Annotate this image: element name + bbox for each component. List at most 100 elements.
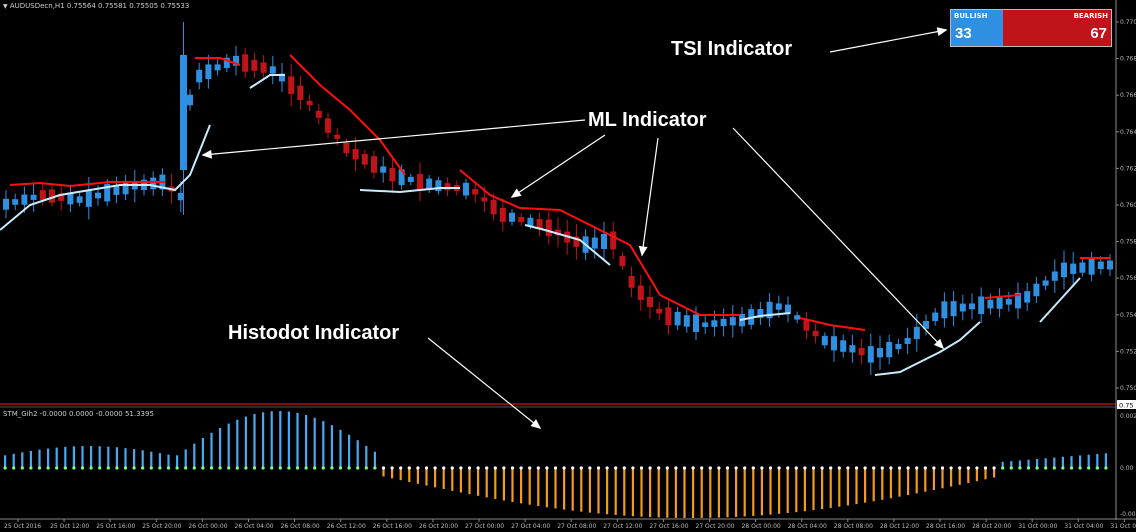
arrow-ml-2-head (510, 188, 522, 198)
indicator-header: STM_Gih2 -0.0000 0.0000 -0.0000 51.3395 (3, 410, 154, 418)
histo-bar (477, 468, 480, 496)
histo-bar (287, 411, 290, 468)
candle (637, 285, 644, 301)
candle (858, 347, 865, 356)
candle (223, 57, 230, 69)
candle (766, 301, 773, 319)
time-axis-label: 27 Oct 12:00 (603, 523, 642, 530)
histo-dot (373, 466, 377, 470)
ml-light-line (359, 187, 460, 194)
histo-bar (717, 468, 720, 518)
histo-bar (373, 451, 376, 468)
histo-bar (752, 468, 755, 516)
histo-bar (47, 448, 50, 468)
candle (95, 192, 101, 199)
candle (821, 335, 828, 346)
histo-bar (803, 468, 806, 512)
time-axis-label: 27 Oct 00:00 (465, 523, 504, 530)
time-axis-label: 26 Oct 00:00 (188, 523, 227, 530)
time-axis-label: 28 Oct 08:00 (834, 523, 873, 530)
time-axis-label: 26 Oct 20:00 (419, 523, 458, 530)
histo-bar (1036, 459, 1039, 468)
histo-bar (296, 412, 299, 468)
price-axis: 0.770 0.768 0.766 0.764 0.762 0.760 0.758 0.756… (1116, 19, 1136, 392)
candle (122, 180, 129, 195)
histo-dot (227, 466, 231, 470)
histo-dot (1078, 466, 1082, 470)
arrow-ml-4-head (933, 338, 945, 350)
histodot-indicator (3, 411, 1108, 518)
histo-bar (434, 468, 437, 488)
histo-bar (150, 451, 153, 468)
candle (435, 180, 442, 192)
histo-bar (674, 468, 677, 518)
candle (702, 322, 709, 327)
candle (591, 237, 598, 249)
candle (187, 94, 193, 106)
histo-dot (399, 466, 403, 470)
candle (877, 347, 883, 358)
price-axis-label: 0.770 (1120, 19, 1136, 26)
candle (150, 177, 157, 190)
candle (775, 303, 782, 310)
ml-light-line (1039, 277, 1081, 323)
histo-bar (442, 468, 445, 490)
histo-bar (468, 468, 471, 495)
chart-menu-icon[interactable]: ▼ (3, 3, 8, 10)
candle (371, 156, 377, 173)
histo-bar (778, 468, 781, 514)
histo-dot (872, 466, 876, 470)
histo-dot (218, 466, 222, 470)
candle (693, 314, 699, 332)
candle (619, 256, 626, 267)
indicator-axis: 0.002 0.00 -0.002 (1120, 413, 1136, 518)
time-axis-label: 28 Oct 04:00 (788, 523, 827, 530)
histo-dot (192, 466, 196, 470)
histo-bar (399, 468, 402, 481)
candle (601, 233, 607, 250)
histo-bar (459, 468, 462, 493)
candle (3, 198, 9, 210)
histo-dot (381, 466, 386, 470)
ml-light-line (874, 321, 981, 376)
price-axis-label: 0.756 (1120, 275, 1136, 282)
price-axis-label: 0.754 (1120, 312, 1136, 319)
histo-bar (657, 468, 660, 518)
arrow-ml-3 (641, 137, 659, 256)
histo-bar (494, 468, 497, 499)
price-axis-label: 0.750 (1120, 385, 1136, 392)
candle (950, 301, 957, 317)
histo-bar (838, 468, 841, 507)
histo-bar (90, 446, 93, 468)
histo-bar (700, 468, 703, 518)
arrow-tsi (829, 29, 947, 53)
histo-dot (1087, 466, 1091, 470)
time-axis-label: 31 Oct 04:00 (1064, 523, 1103, 530)
histo-bar (64, 446, 67, 468)
candle (895, 343, 902, 350)
tsi-bullish-value: 33 (955, 25, 972, 42)
histo-dot (356, 466, 360, 470)
histo-dot (596, 466, 601, 470)
histo-bar (726, 468, 729, 518)
ml-light-line (524, 224, 611, 266)
histo-bar (993, 468, 996, 478)
candle (113, 185, 120, 195)
histo-dot (55, 466, 59, 470)
histo-bar (554, 468, 557, 509)
time-axis-label: 28 Oct 16:00 (926, 523, 965, 530)
histo-dot (1044, 466, 1048, 470)
histo-bar (623, 468, 626, 516)
histo-dot (278, 466, 282, 470)
price-axis-label: 0.766 (1120, 92, 1136, 99)
candle (923, 320, 929, 329)
candle (398, 169, 405, 185)
candle (803, 320, 810, 331)
histo-dot (811, 466, 816, 470)
histo-dot (244, 466, 248, 470)
histo-bar (520, 468, 523, 504)
candle (674, 311, 681, 326)
histo-bar (1044, 458, 1047, 468)
candle (1079, 262, 1086, 273)
